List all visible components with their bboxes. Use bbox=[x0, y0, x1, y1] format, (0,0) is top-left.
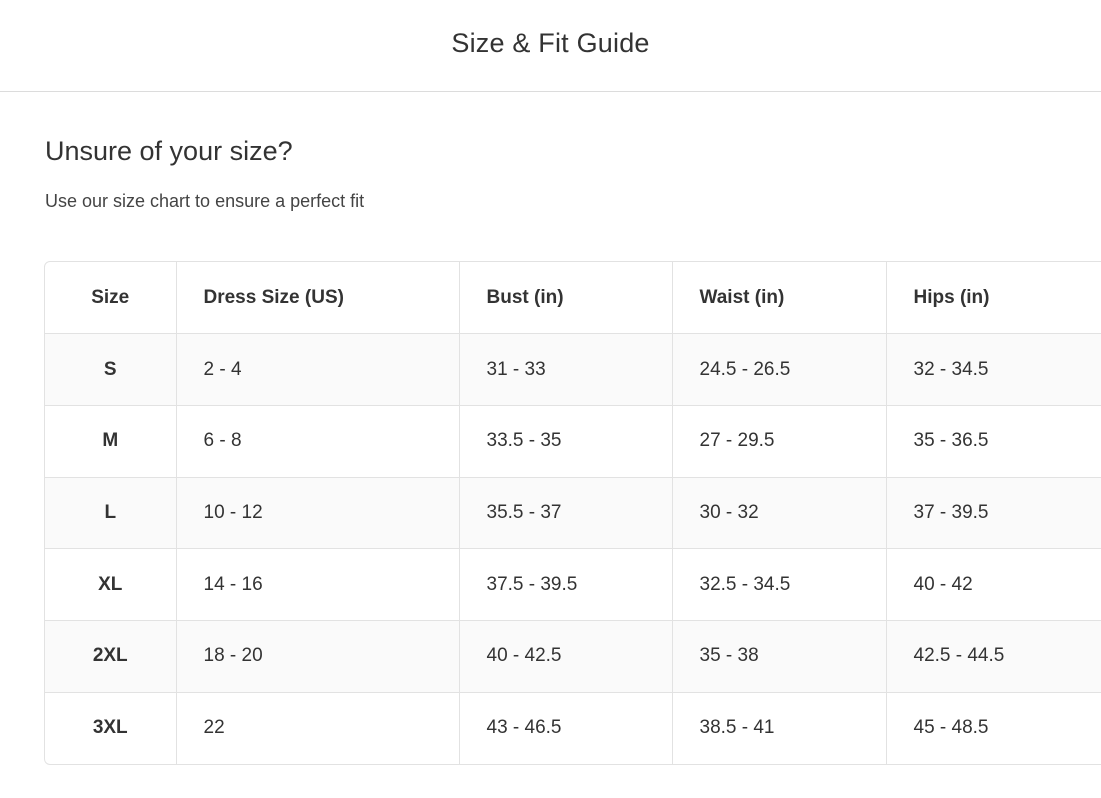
table-cell: 37.5 - 39.5 bbox=[459, 548, 673, 621]
size-cell: L bbox=[45, 477, 177, 550]
table-cell: 35 - 36.5 bbox=[886, 405, 1101, 478]
size-chart-table: Size Dress Size (US) Bust (in) Waist (in) Hi… bbox=[45, 262, 1101, 764]
table-row: 2XL 18 - 20 40 - 42.5 35 - 38 42.5 - 44.5 bbox=[45, 620, 1101, 693]
page-title: Size & Fit Guide bbox=[451, 28, 650, 58]
table-cell: 43 - 46.5 bbox=[459, 692, 673, 764]
size-cell: 3XL bbox=[45, 692, 177, 764]
table-cell: 35 - 38 bbox=[672, 620, 887, 693]
table-cell: 33.5 - 35 bbox=[459, 405, 673, 478]
table-cell: 35.5 - 37 bbox=[459, 477, 673, 550]
column-header: Bust (in) bbox=[459, 262, 673, 335]
column-header: Size bbox=[45, 262, 177, 335]
table-row: XL 14 - 16 37.5 - 39.5 32.5 - 34.5 40 - 42 bbox=[45, 548, 1101, 621]
table-cell: 38.5 - 41 bbox=[672, 692, 887, 764]
size-cell: 2XL bbox=[45, 620, 177, 693]
table-row: 3XL 22 43 - 46.5 38.5 - 41 45 - 48.5 bbox=[45, 692, 1101, 764]
column-header: Waist (in) bbox=[672, 262, 887, 335]
table-cell: 40 - 42 bbox=[886, 548, 1101, 621]
section-subtitle: Use our size chart to ensure a perfect f… bbox=[45, 191, 365, 211]
section-heading: Unsure of your size? bbox=[45, 136, 293, 166]
size-chart-table-container: Size Dress Size (US) Bust (in) Waist (in) Hi… bbox=[44, 261, 1101, 765]
table-cell: 32.5 - 34.5 bbox=[672, 548, 887, 621]
table-cell: 10 - 12 bbox=[176, 477, 460, 550]
table-cell: 31 - 33 bbox=[459, 333, 673, 406]
column-header: Dress Size (US) bbox=[176, 262, 460, 335]
table-cell: 45 - 48.5 bbox=[886, 692, 1101, 764]
table-cell: 24.5 - 26.5 bbox=[672, 333, 887, 406]
size-cell: XL bbox=[45, 548, 177, 621]
content: Unsure of your size? Use our size chart … bbox=[0, 136, 1101, 212]
table-cell: 40 - 42.5 bbox=[459, 620, 673, 693]
table-header-row: Size Dress Size (US) Bust (in) Waist (in) Hi… bbox=[45, 262, 1101, 335]
column-header: Hips (in) bbox=[886, 262, 1101, 335]
table-cell: 22 bbox=[176, 692, 460, 764]
modal-header: Size & Fit Guide bbox=[0, 0, 1101, 92]
table-cell: 37 - 39.5 bbox=[886, 477, 1101, 550]
size-cell: M bbox=[45, 405, 177, 478]
table-cell: 14 - 16 bbox=[176, 548, 460, 621]
table-cell: 30 - 32 bbox=[672, 477, 887, 550]
size-cell: S bbox=[45, 333, 177, 406]
table-cell: 32 - 34.5 bbox=[886, 333, 1101, 406]
table-cell: 27 - 29.5 bbox=[672, 405, 887, 478]
table-cell: 2 - 4 bbox=[176, 333, 460, 406]
table-row: L 10 - 12 35.5 - 37 30 - 32 37 - 39.5 bbox=[45, 477, 1101, 550]
table-cell: 42.5 - 44.5 bbox=[886, 620, 1101, 693]
table-cell: 6 - 8 bbox=[176, 405, 460, 478]
table-cell: 18 - 20 bbox=[176, 620, 460, 693]
